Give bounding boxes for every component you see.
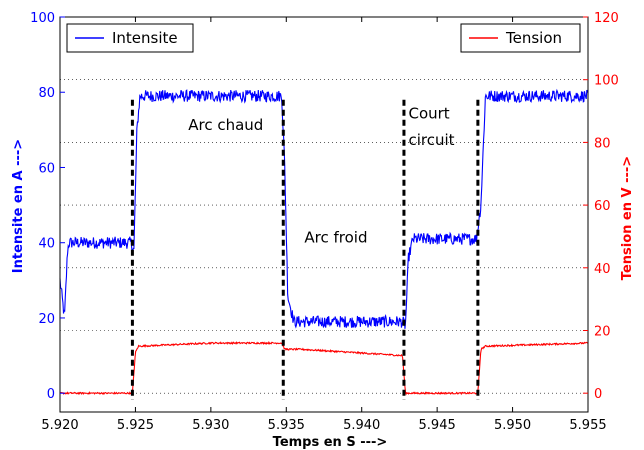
right-axis-title: Tension en V ---> (620, 156, 635, 280)
annotation-label: Arc froid (304, 229, 367, 247)
series-layer (59, 88, 589, 396)
left-tick-label: 40 (38, 237, 55, 252)
x-tick-label: 5.920 (41, 418, 78, 433)
right-tick-label: 60 (594, 199, 611, 214)
axis-ticks: 5.920 5.925 5.930 5.935 5.940 5.945 5.950 5.955… (30, 11, 619, 433)
left-tick-label: 0 (47, 387, 55, 402)
x-tick-label: 5.935 (268, 418, 305, 433)
x-tick-label: 5.940 (343, 418, 380, 433)
right-tick-label: 80 (594, 136, 611, 151)
left-tick-label: 20 (38, 312, 55, 327)
x-tick-label: 5.955 (569, 418, 606, 433)
left-tick-label: 100 (30, 11, 55, 26)
legend-intensite-label: Intensite (112, 29, 178, 47)
right-tick-label: 100 (594, 74, 619, 89)
right-tick-label: 0 (594, 387, 602, 402)
annotations: Arc chaud Arc froid Court circuit (188, 105, 454, 247)
grid-lines (60, 79, 588, 394)
plot-frame (59, 16, 589, 413)
x-tick-label: 5.930 (192, 418, 229, 433)
phase-marker-lines (130, 99, 480, 400)
legend-intensite: Intensite (66, 23, 194, 53)
x-tick-label: 5.925 (117, 418, 154, 433)
series-tension-line (59, 340, 589, 396)
left-axis-title: Intensite en A ---> (11, 139, 26, 273)
annotation-label: Arc chaud (188, 116, 263, 134)
x-tick-label: 5.945 (419, 418, 456, 433)
right-tick-label: 120 (594, 11, 619, 26)
legend-tension-label: Tension (505, 29, 562, 47)
legend-tension: Tension (460, 23, 581, 53)
annotation-label: circuit (408, 131, 454, 149)
left-tick-label: 60 (38, 161, 55, 176)
annotation-label: Court (408, 105, 449, 123)
right-tick-label: 20 (594, 324, 611, 339)
x-axis-title: Temps en S ---> (273, 435, 388, 450)
x-tick-label: 5.950 (494, 418, 531, 433)
left-tick-label: 80 (38, 86, 55, 101)
right-tick-label: 40 (594, 262, 611, 277)
series-intensite-line (59, 88, 589, 329)
